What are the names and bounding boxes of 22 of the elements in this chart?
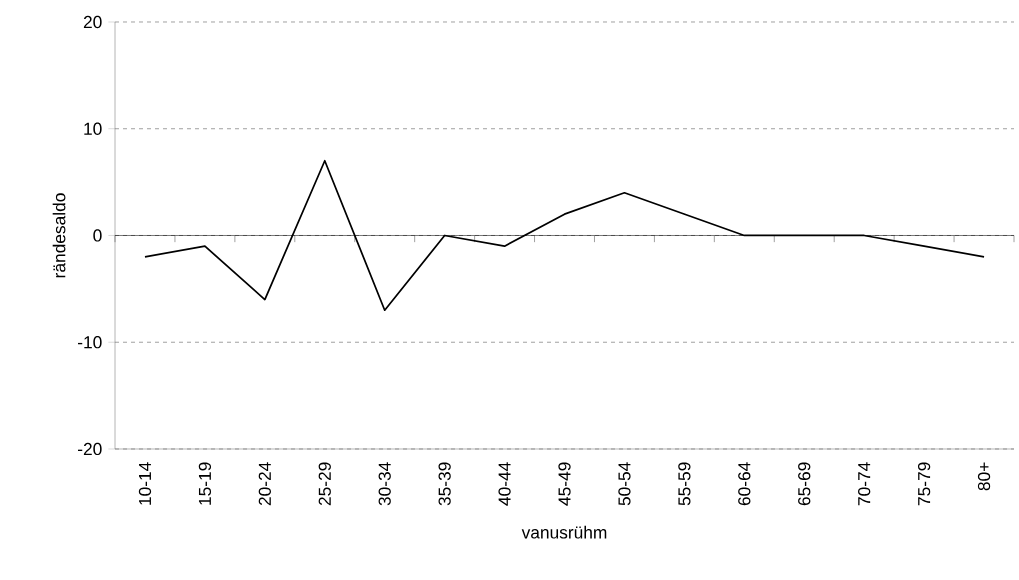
y-axis-title: rändesaldo [52, 193, 66, 278]
y-tick-label: 20 [83, 15, 102, 29]
x-tick-label: 55-59 [678, 462, 691, 506]
x-tick-label: 65-69 [798, 462, 811, 506]
x-tick-label: 40-44 [498, 462, 511, 506]
x-tick-label: 50-54 [618, 462, 631, 506]
x-tick-label: 80+ [977, 462, 991, 491]
x-tick-label: 70-74 [858, 462, 871, 506]
x-tick-label: 75-79 [917, 462, 931, 506]
x-tick-label: 35-39 [438, 462, 451, 506]
x-tick-label: 15-19 [198, 462, 212, 505]
x-tick-label: 30-34 [378, 462, 391, 506]
x-tick-label: 20-24 [258, 462, 271, 506]
x-tick-label: 25-29 [318, 462, 331, 506]
x-tick-label: 10-14 [138, 462, 152, 505]
x-tick-label: 60-64 [738, 462, 751, 506]
y-tick-label: 10 [84, 122, 102, 135]
x-tick-label: 45-49 [558, 462, 571, 506]
y-tick-label: -20 [78, 442, 102, 456]
y-tick-label: 0 [93, 229, 102, 242]
x-axis-title: vanusrühm [521, 525, 607, 539]
y-tick-label: -10 [78, 336, 102, 349]
